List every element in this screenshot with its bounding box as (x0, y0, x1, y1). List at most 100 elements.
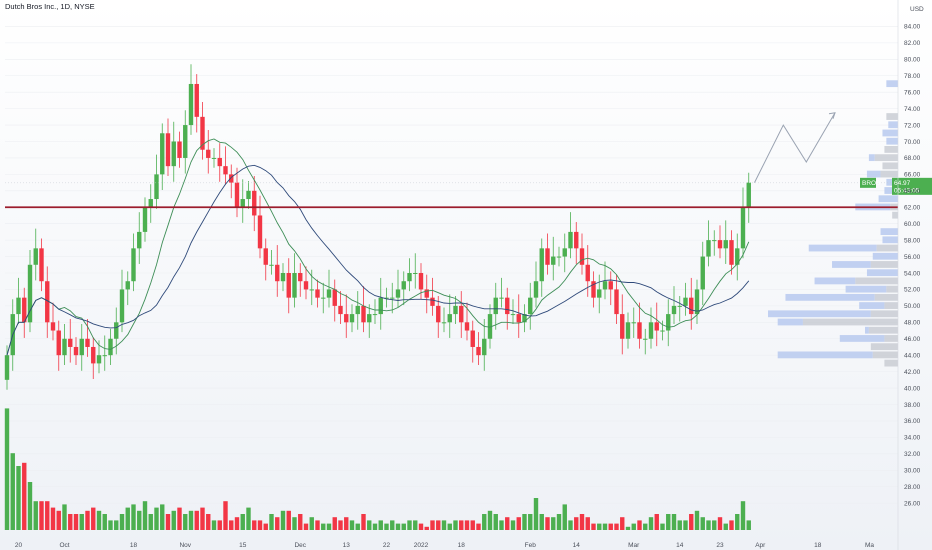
volume-bar (62, 504, 67, 530)
y-tick-label: 52.00 (904, 287, 921, 294)
volume-bar (476, 523, 481, 530)
profile-bar-down (870, 310, 898, 318)
volume-bar (499, 520, 504, 530)
candle-body (413, 273, 418, 274)
projection-arrow[interactable] (754, 112, 836, 183)
candle-body (367, 314, 372, 323)
candle-body (602, 281, 608, 290)
candle-body (96, 355, 102, 364)
candle-body (424, 289, 429, 298)
candle-body (125, 281, 130, 290)
y-tick-label: 32.00 (904, 451, 921, 458)
candle-body (453, 305, 458, 315)
profile-bar-up (882, 236, 898, 244)
x-tick-label: Dec (294, 542, 306, 549)
candle-body (154, 174, 159, 200)
chart-title: Dutch Bros Inc., 1D, NYSE (5, 2, 95, 11)
profile-bar-up (832, 261, 871, 268)
candle-body (574, 231, 579, 249)
candle-body (562, 248, 567, 257)
candle-body (648, 322, 654, 339)
volume-bar (637, 520, 642, 530)
y-tick-label: 80.00 (904, 57, 921, 64)
volume-bar (579, 514, 585, 530)
y-tick-label: 50.00 (904, 303, 921, 310)
candle-body (200, 116, 205, 150)
candle-body (683, 297, 688, 306)
candle-body (505, 297, 510, 315)
volume-bar (22, 462, 27, 530)
volume-bar (114, 520, 119, 530)
x-tick-label: Nov (179, 542, 191, 549)
volume-bar (487, 510, 493, 530)
candle-body (482, 338, 487, 356)
volume-bar (556, 514, 562, 530)
candle-body (510, 314, 516, 316)
candle-body (556, 256, 562, 258)
grid (5, 26, 898, 504)
ma-slow-line (6, 164, 750, 356)
volume-bar (16, 466, 21, 530)
x-tick-label: 18 (458, 542, 466, 549)
currency-label: USD (910, 6, 924, 13)
profile-bar-down (884, 335, 898, 342)
profile-bar-down (882, 162, 898, 170)
ma-fast-line (6, 138, 750, 356)
volume-bar (73, 514, 79, 530)
volume-bar (597, 523, 602, 530)
x-tick-label: Apr (755, 542, 766, 549)
volume-bar (614, 523, 619, 530)
volume-bar (56, 510, 61, 530)
candle-body (292, 273, 297, 298)
volume-bar (643, 523, 648, 530)
candle-body (597, 289, 602, 298)
y-tick-label: 64.00 (904, 188, 921, 195)
volume-bar (309, 517, 314, 530)
volume-bar (298, 514, 303, 530)
profile-bar-up (777, 351, 873, 359)
y-tick-label: 62.00 (904, 205, 921, 212)
candle-body (637, 322, 642, 339)
profile-bar-up (845, 285, 887, 293)
volume-bar (217, 520, 222, 530)
volume-bars (4, 408, 751, 530)
volume-bar (119, 514, 125, 530)
volume-bar (740, 501, 746, 530)
volume-bar (246, 507, 251, 530)
volume-bar (671, 514, 677, 530)
profile-bar-down (884, 359, 898, 367)
volume-bar (206, 514, 211, 530)
y-tick-label: 28.00 (904, 484, 921, 491)
volume-bar (562, 504, 567, 530)
x-tick-label: Oct (59, 542, 69, 549)
candle-body (591, 281, 596, 298)
x-tick-label: 14 (573, 542, 581, 549)
y-tick-label: 76.00 (904, 89, 921, 96)
volume-bar (384, 523, 389, 530)
x-tick-label: Feb (525, 542, 537, 549)
volume-bar (545, 517, 550, 530)
profile-bar-up (884, 187, 898, 194)
volume-bar (125, 507, 130, 530)
y-tick-label: 74.00 (904, 106, 921, 113)
x-tick-label: 13 (343, 542, 351, 549)
candle-body (625, 322, 631, 339)
candle-body (533, 281, 539, 298)
volume-bar (45, 501, 50, 530)
x-tick-label: 22 (383, 542, 391, 549)
x-tick-label: 18 (130, 542, 138, 549)
volume-bar (269, 514, 274, 530)
volume-bar (280, 510, 286, 530)
candle-body (643, 338, 648, 340)
candle-body (303, 281, 309, 290)
profile-bar-up (859, 302, 885, 309)
candle-body (614, 289, 619, 315)
profile-bar-up (868, 154, 875, 162)
candle-body (171, 141, 176, 167)
x-tick-label: 18 (814, 542, 822, 549)
candle-body (476, 346, 481, 356)
volume-bar (85, 510, 90, 530)
